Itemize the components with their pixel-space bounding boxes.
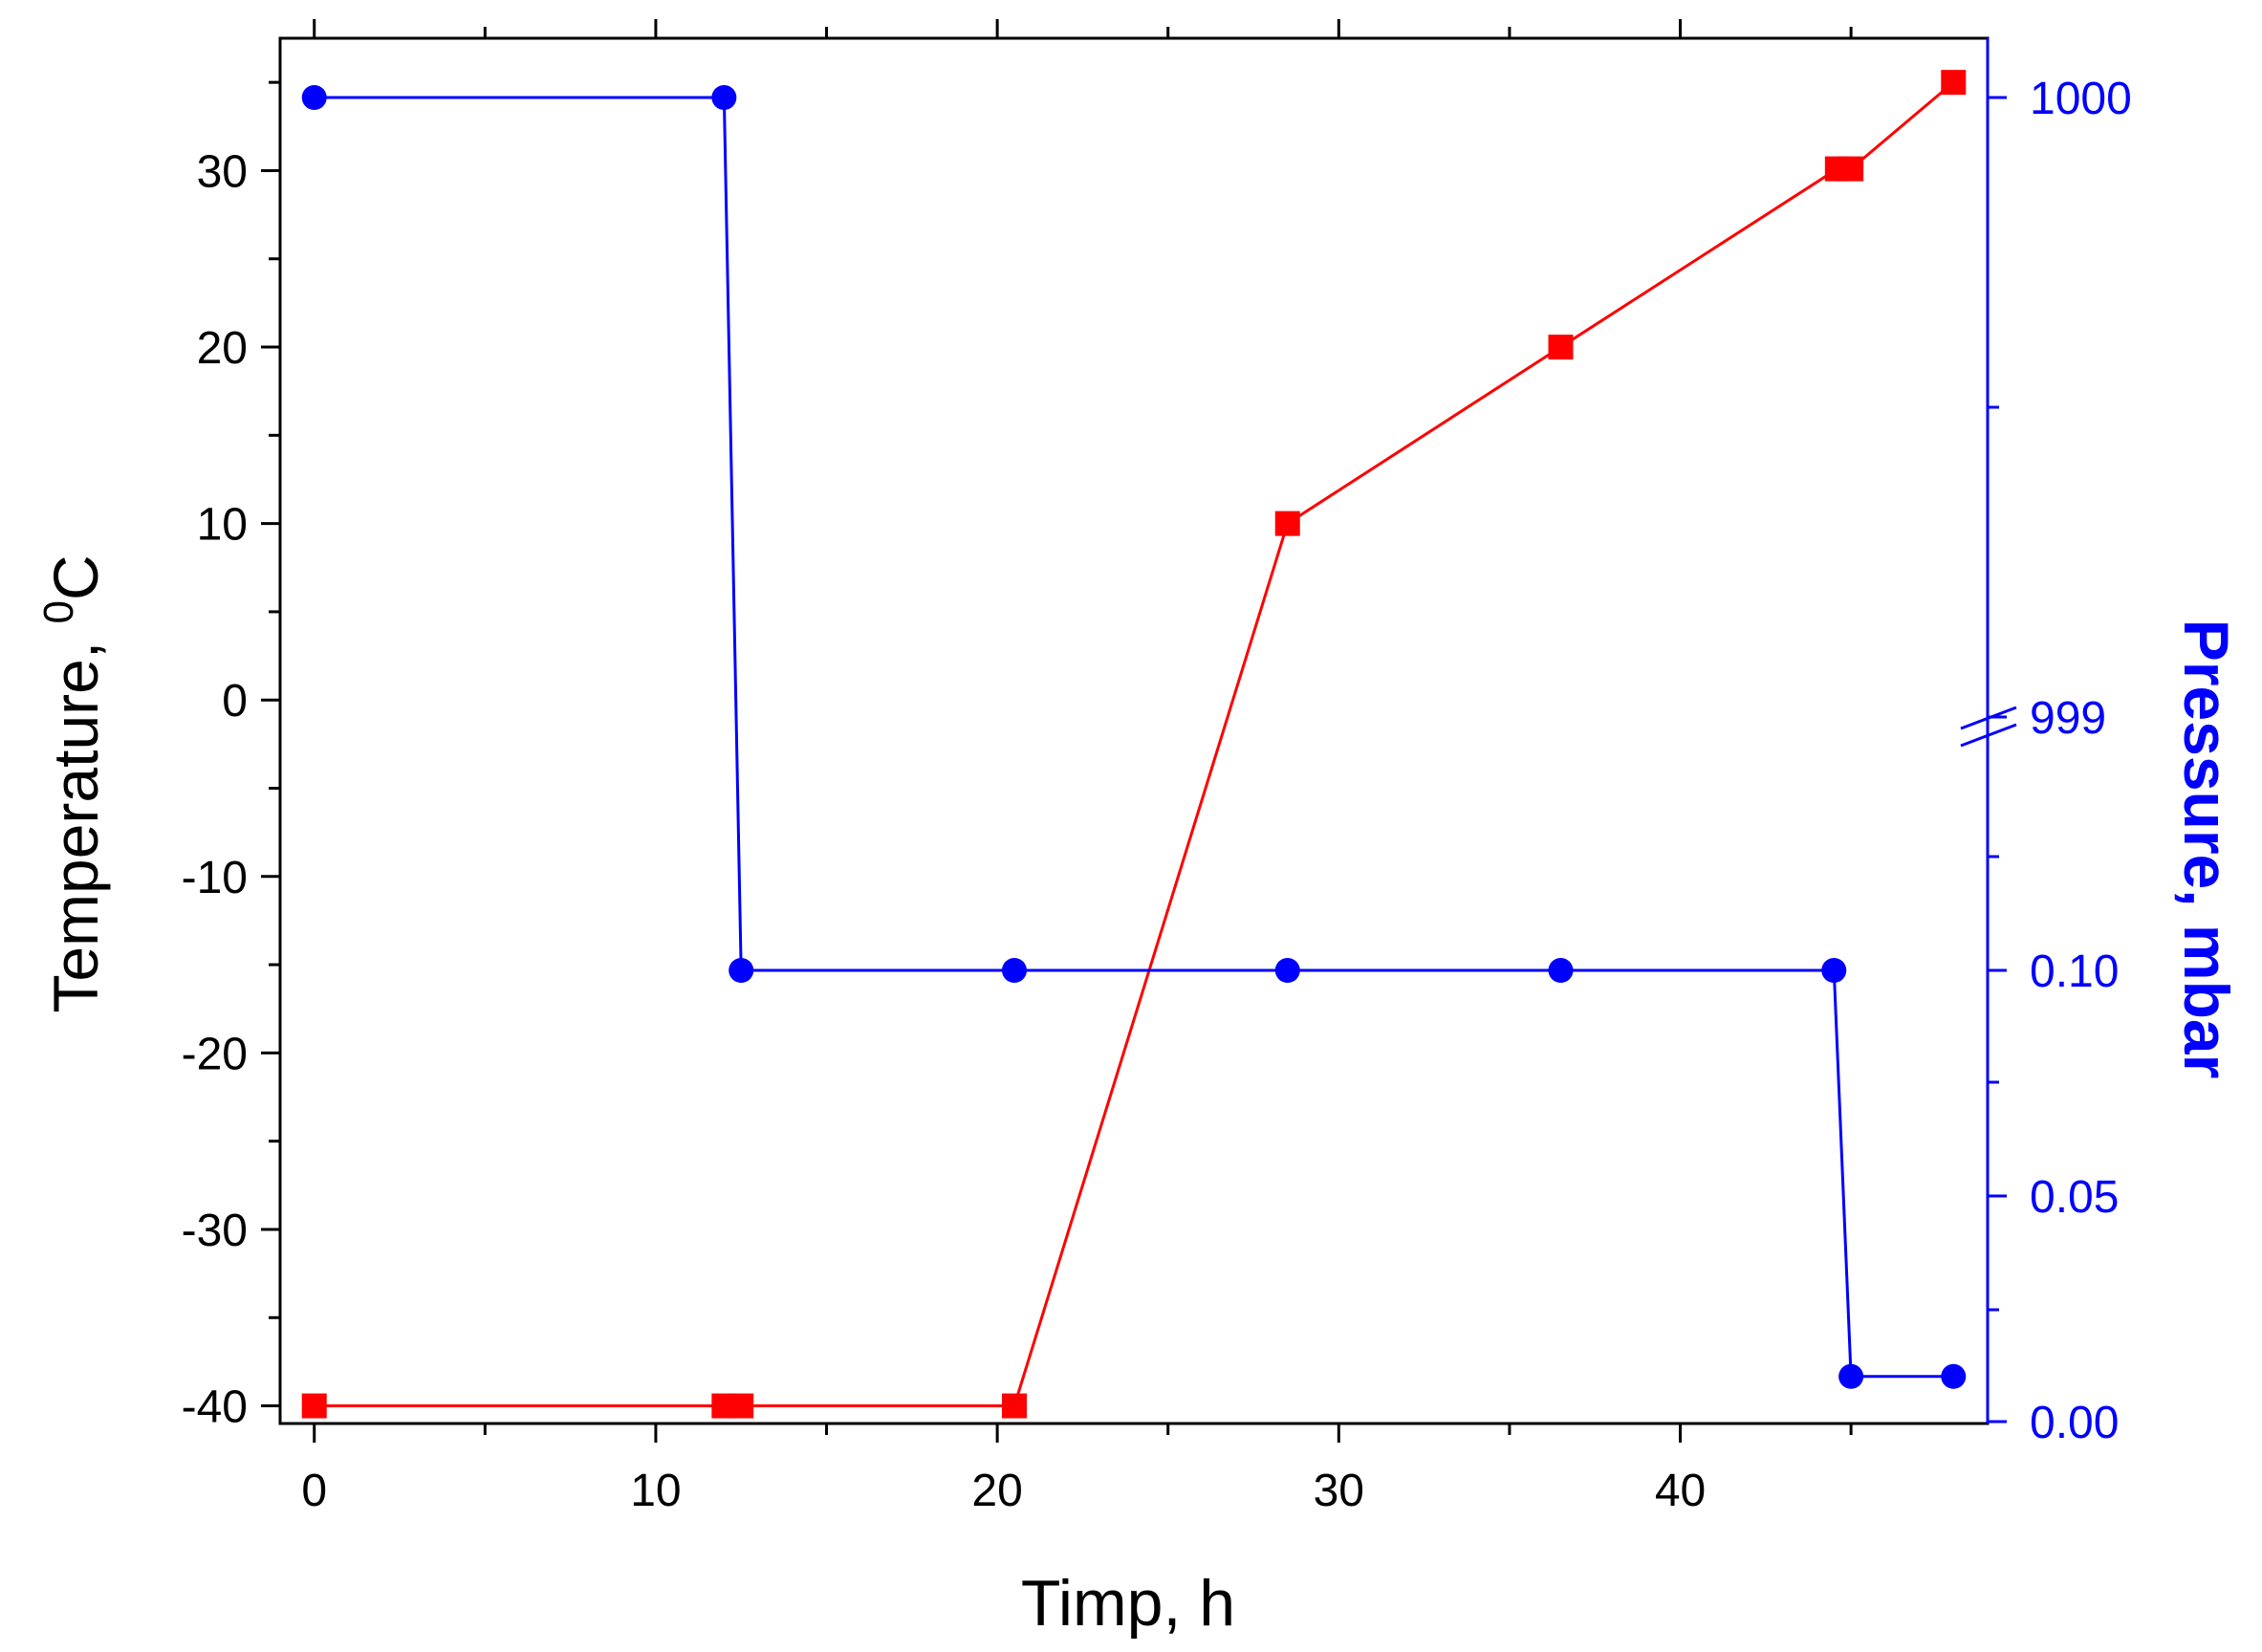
pressure-point — [729, 958, 754, 983]
pressure-point — [1274, 958, 1300, 983]
y2-tick-label: 999 — [2030, 693, 2106, 744]
y-tick-label: -40 — [182, 1382, 248, 1433]
x-tick-label: 40 — [1655, 1466, 1706, 1516]
axis-ticks: 0 10 20 30 40 -40 -30 -20 -10 0 10 20 30 — [182, 19, 1853, 1516]
temperature-point — [1548, 335, 1574, 360]
temperature-point — [1001, 1393, 1027, 1419]
temperature-point — [1941, 70, 1967, 96]
series-line-right — [314, 96, 1954, 1379]
y2-tick-label: 1000 — [2030, 74, 2132, 124]
y-tick-label: 10 — [197, 500, 248, 551]
x-tick-label: 30 — [1314, 1466, 1364, 1516]
plot-marks — [301, 70, 1967, 1419]
y-tick-label: 30 — [197, 146, 248, 197]
temperature-point — [1274, 511, 1300, 536]
y2-tick-label: 0.10 — [2030, 946, 2119, 997]
plot-frame — [278, 36, 1990, 1425]
right-axis: 1000 999 0.10 0.05 0.00 — [1960, 38, 2132, 1448]
axis-labels: Timp, h Temperature, 0C Pressure, mbar — [35, 554, 2242, 1640]
y-tick-label: -30 — [182, 1206, 248, 1256]
pressure-point — [301, 85, 327, 110]
pressure-point — [1838, 1363, 1864, 1389]
x-axis-label: Timp, h — [1021, 1567, 1235, 1640]
y2-axis-break-mark — [1960, 723, 2017, 748]
y2-axis-label: Pressure, mbar — [2171, 620, 2242, 1079]
y-tick-label: -20 — [182, 1029, 248, 1079]
y-axis-label-unit: C — [40, 554, 111, 600]
x-tick-label: 20 — [971, 1466, 1022, 1516]
pressure-point — [1001, 958, 1027, 983]
pressure-point — [1941, 1363, 1967, 1389]
series-line-left — [314, 80, 1955, 1407]
y-tick-label: -10 — [182, 853, 248, 903]
y2-axis-break-mark — [1960, 706, 2017, 730]
pressure-point — [711, 85, 737, 110]
y2-tick-label: 0.00 — [2030, 1398, 2119, 1448]
y-axis-label-text: Temperature, — [40, 623, 111, 1012]
pressure-point — [1821, 958, 1847, 983]
y-tick-label: 20 — [197, 323, 248, 374]
x-tick-label: 10 — [630, 1466, 681, 1516]
pressure-point — [1548, 958, 1574, 983]
y-axis-label: Temperature, 0C — [35, 554, 111, 1012]
y2-tick-label: 0.05 — [2030, 1172, 2119, 1223]
temperature-point — [301, 1393, 327, 1419]
y-axis-label-superscript: 0 — [35, 600, 82, 623]
y-tick-label: 0 — [222, 676, 248, 727]
x-tick-label: 0 — [301, 1466, 327, 1516]
temperature-point — [1838, 156, 1864, 182]
temperature-point — [729, 1393, 754, 1419]
